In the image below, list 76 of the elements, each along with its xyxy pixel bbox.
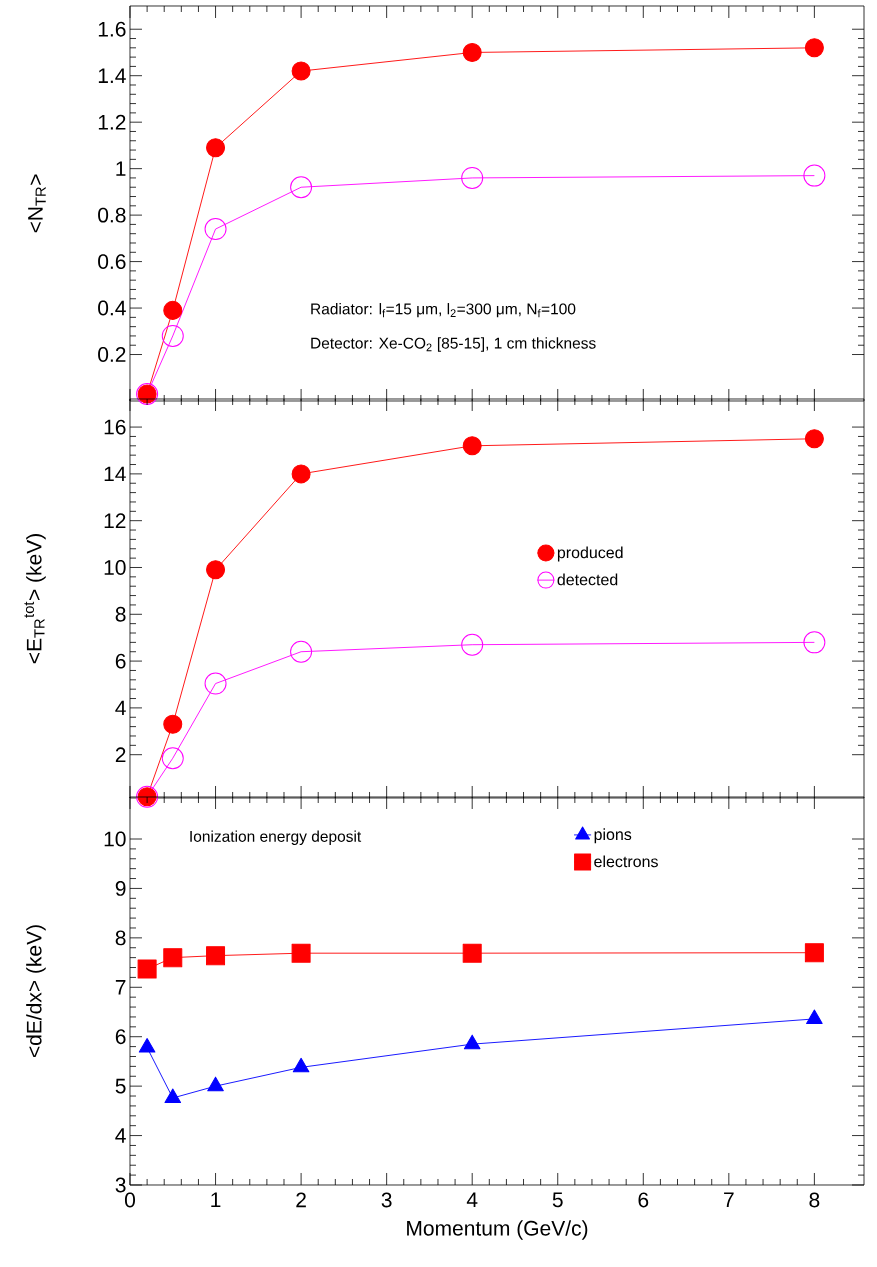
point — [461, 166, 484, 189]
point — [161, 747, 184, 770]
y-tick-label: 0.8 — [98, 207, 126, 223]
y-tick-label: 16 — [104, 419, 126, 435]
point — [163, 714, 183, 734]
y-tick-label: 0.6 — [98, 254, 126, 270]
legend-label: produced — [557, 546, 623, 562]
x-tick-label: 2 — [296, 1192, 306, 1208]
y-tick-label: 1 — [116, 161, 126, 176]
point — [206, 946, 226, 966]
y-tick-label: 8 — [115, 606, 126, 622]
y-tick-label: 14 — [104, 466, 126, 482]
annotation: Radiator: l$_{f}$=15 μm, l$_{2}$=300 μm, N$_{f}$=100 — [311, 303, 576, 318]
point — [292, 1057, 310, 1073]
x-tick-label: 0 — [124, 1192, 136, 1208]
point — [462, 42, 482, 62]
x-tick-label: 1 — [211, 1192, 221, 1207]
x-tick-label: 7 — [724, 1192, 734, 1207]
point — [461, 633, 484, 656]
y-tick-label: 6 — [115, 653, 126, 669]
point — [804, 943, 824, 963]
y-tick-label: 4 — [115, 1128, 126, 1143]
point — [462, 943, 482, 963]
y-tick-label: 2 — [115, 747, 126, 763]
y-axis-title: <N$_{TR}$> — [28, 174, 46, 233]
legend-label: detected — [557, 573, 618, 586]
y-tick-label: 10 — [104, 831, 126, 847]
point — [163, 300, 183, 320]
legend-label: electrons — [594, 855, 658, 868]
point — [804, 429, 824, 449]
point — [803, 164, 826, 187]
legend-label: pions — [594, 828, 632, 844]
point — [204, 218, 227, 241]
y-tick-label: 4 — [115, 700, 126, 716]
annotation: Detector: Xe-CO$_{2}$ [85-15], 1 cm thickness — [311, 337, 596, 352]
x-tick-label: 5 — [552, 1192, 563, 1208]
y-tick-label: 6 — [115, 1029, 126, 1045]
y-tick-label: 8 — [115, 930, 126, 946]
y-tick-label: 1.2 — [98, 114, 126, 130]
annotation: Ionization energy deposit — [190, 830, 362, 845]
point — [206, 560, 226, 580]
x-tick-label: 8 — [809, 1192, 820, 1208]
point — [206, 138, 226, 158]
y-axis-title: <dE/dx> (keV) — [26, 925, 46, 1058]
point — [137, 959, 157, 979]
y-axis-title: <E$_{TR}$$^{tot}$> (keV) — [24, 534, 46, 664]
point — [290, 176, 313, 199]
point — [806, 1009, 823, 1024]
point — [290, 640, 313, 663]
x-tick-label: 3 — [381, 1192, 392, 1208]
point — [291, 464, 311, 484]
point — [161, 324, 184, 347]
point — [164, 1088, 182, 1103]
point — [803, 631, 826, 654]
y-tick-label: 0.4 — [98, 300, 126, 316]
point — [207, 1076, 224, 1092]
y-tick-label: 9 — [115, 881, 126, 896]
point — [204, 672, 227, 695]
x-tick-label: 6 — [638, 1192, 649, 1208]
point — [804, 38, 824, 58]
x-axis-title: Momentum (GeV/c) — [407, 1220, 588, 1240]
point — [138, 1038, 156, 1053]
point — [291, 61, 311, 81]
point — [291, 943, 311, 963]
y-tick-label: 7 — [115, 980, 126, 995]
x-tick-label: 4 — [466, 1192, 478, 1207]
y-tick-label: 1.4 — [98, 68, 126, 83]
y-tick-label: 10 — [104, 560, 126, 575]
y-tick-label: 5 — [115, 1078, 126, 1094]
point — [462, 436, 482, 456]
y-tick-label: 0.2 — [98, 347, 126, 362]
y-tick-label: 1.6 — [98, 21, 126, 37]
y-tick-label: 3 — [115, 1177, 126, 1193]
y-tick-label: 12 — [104, 513, 126, 529]
point — [163, 948, 183, 968]
point — [463, 1034, 481, 1050]
